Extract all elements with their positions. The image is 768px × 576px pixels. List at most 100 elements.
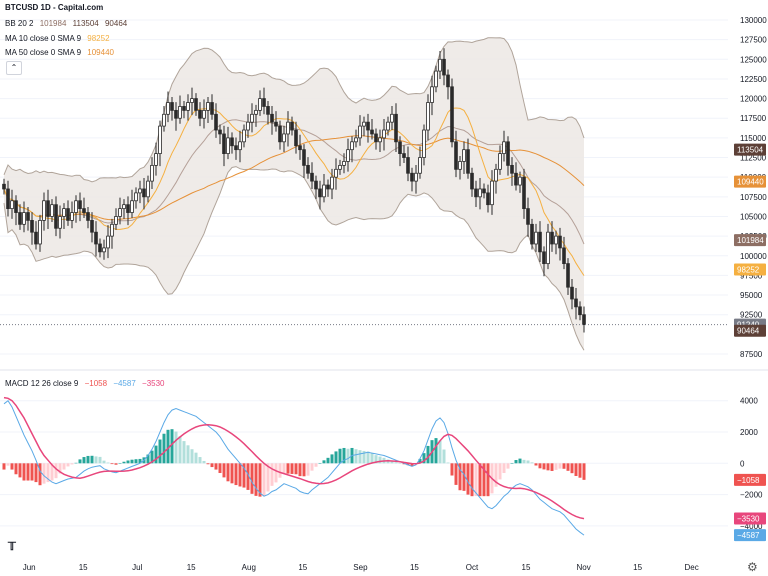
candle-body: [14, 200, 18, 213]
macd-hist-bar: [210, 463, 214, 468]
macd-label-box: [734, 512, 766, 525]
candle-body: [530, 223, 534, 245]
candle-body: [350, 141, 354, 151]
candle-body: [494, 168, 498, 182]
macd-hist-bar: [326, 457, 330, 464]
candle-body: [6, 188, 10, 210]
candle-body: [378, 137, 382, 143]
macd-line: [3, 399, 585, 536]
macd-hist-bar: [574, 463, 578, 476]
price-label-text: 90464: [737, 327, 760, 336]
candle-body: [578, 306, 582, 316]
macd-hist-bar: [278, 463, 282, 478]
macd-hist-bar: [454, 463, 458, 485]
symbol-title: BTCUSD 1D - Capital.com: [5, 3, 104, 12]
macd-hist-bar: [242, 463, 246, 488]
macd-hist-bar: [514, 460, 518, 464]
candle-body: [390, 113, 394, 123]
macd-hist-bar: [446, 462, 450, 464]
ma50-line: [3, 135, 585, 221]
candle-body: [62, 208, 66, 217]
macd-hist-bar: [550, 463, 554, 471]
candle-body: [574, 298, 578, 308]
candle-body: [330, 176, 334, 190]
candle-body: [474, 188, 478, 198]
candle-body: [98, 243, 102, 253]
candle-body: [102, 247, 106, 253]
macd-hist-bar: [282, 463, 286, 474]
time-tick-label: Aug: [242, 563, 256, 572]
macd-hist-bar: [354, 449, 358, 464]
candle-body: [194, 98, 198, 111]
macd-hist-bar: [214, 463, 218, 470]
macd-hist-bar: [18, 463, 22, 478]
macd-hist-bar: [542, 463, 546, 470]
macd-hist-bar: [10, 463, 14, 470]
candle-body: [306, 164, 310, 174]
candle-body: [410, 172, 414, 182]
tradingview-logo[interactable]: 𝕋: [8, 541, 16, 553]
candle-body: [198, 109, 202, 119]
candle-body: [150, 164, 154, 182]
price-tick-label: 117500: [740, 114, 767, 123]
macd-tick-label: 0: [740, 459, 745, 468]
macd-hist-bar: [262, 463, 266, 497]
candle-body: [470, 172, 474, 190]
macd-label: MACD 12 26 close 9: [5, 379, 79, 388]
macd-hist-bar: [86, 455, 90, 464]
candle-body: [202, 109, 206, 119]
candle-body: [90, 219, 94, 233]
macd-hist-bar: [426, 445, 430, 464]
macd-hist-bar: [198, 457, 202, 464]
candle-body: [478, 188, 482, 198]
candle-body: [10, 200, 14, 210]
macd-hist-bar: [6, 463, 10, 466]
candle-body: [534, 231, 538, 245]
candle-body: [426, 102, 430, 131]
candle-body: [46, 200, 50, 217]
price-tick-label: 127500: [740, 36, 767, 45]
macd-hist-bar: [62, 463, 66, 470]
macd-hist-bar: [418, 458, 422, 464]
candle-body: [362, 121, 366, 127]
candle-body: [30, 219, 34, 233]
macd-hist-bar: [582, 463, 586, 480]
candle-body: [422, 129, 426, 158]
macd-hist-bar: [162, 433, 166, 464]
macd-tick-label: −4000: [740, 522, 763, 531]
macd-hist-bar: [106, 462, 110, 464]
gear-icon[interactable]: ⚙: [747, 560, 758, 574]
candle-body: [394, 113, 398, 143]
ma10-value: 98252: [87, 34, 110, 43]
collapse-legend-button[interactable]: ⌃: [6, 61, 22, 75]
bb-upper-line: [3, 37, 585, 183]
candle-body: [442, 58, 446, 76]
macd-hist-bar: [422, 453, 426, 464]
candle-body: [210, 102, 214, 115]
candle-body: [214, 113, 218, 131]
macd-hist-bar: [250, 463, 254, 494]
macd-hist-bar: [494, 463, 498, 487]
macd-hist-bar: [170, 429, 174, 464]
macd-hist-bar: [374, 455, 378, 464]
macd-hist-bar: [94, 456, 98, 464]
macd-hist-bar: [202, 460, 206, 464]
macd-label-box: [734, 473, 766, 486]
macd-hist-bar: [498, 463, 502, 480]
candle-body: [170, 102, 174, 111]
candle-body: [518, 176, 522, 186]
price-label-box: [734, 324, 766, 337]
macd-hist-bar: [110, 463, 114, 465]
macd-hist-bar: [478, 463, 482, 497]
macd-label-text: −3530: [737, 515, 760, 524]
time-tick-label: Jul: [132, 563, 142, 572]
candle-body: [286, 121, 290, 135]
candle-body: [218, 129, 222, 135]
candle-body: [206, 102, 210, 111]
candle-body: [374, 133, 378, 143]
candle-body: [182, 106, 186, 111]
candle-body: [502, 141, 506, 155]
macd-hist-bar: [238, 463, 242, 487]
candle-body: [78, 200, 82, 210]
